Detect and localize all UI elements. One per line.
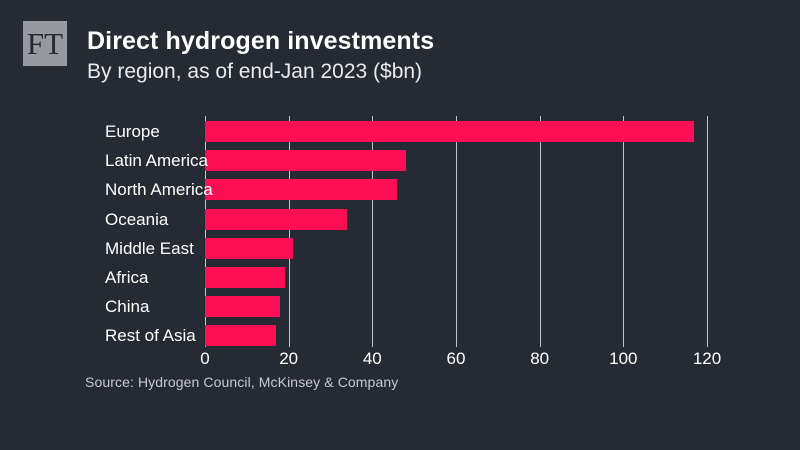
category-label-china: China xyxy=(105,297,150,317)
x-tick-label-60: 60 xyxy=(446,349,466,368)
category-label-latin-america: Latin America xyxy=(105,151,208,171)
x-tick-label-0: 0 xyxy=(200,349,210,368)
bar-rest-of-asia xyxy=(205,325,277,347)
category-label-north-america: North America xyxy=(105,180,213,200)
category-label-rest-of-asia: Rest of Asia xyxy=(105,326,196,346)
bar-latin-america xyxy=(205,150,406,172)
bar-north-america xyxy=(205,179,398,201)
category-label-middle-east: Middle East xyxy=(105,238,194,258)
bar-middle-east xyxy=(205,237,293,259)
gridline-40 xyxy=(372,116,374,347)
gridline-120 xyxy=(707,116,708,347)
x-tick-label-20: 20 xyxy=(279,349,299,368)
x-tick-label-80: 80 xyxy=(530,349,550,368)
chart-subtitle: By region, as of end-Jan 2023 ($bn) xyxy=(87,60,423,83)
gridline-80 xyxy=(539,116,541,347)
x-tick-label-120: 120 xyxy=(692,349,722,368)
ft-logo: FT xyxy=(23,21,67,66)
category-label-africa: Africa xyxy=(105,268,149,287)
category-label-europe: Europe xyxy=(105,122,160,141)
bar-africa xyxy=(205,267,285,288)
gridline-60 xyxy=(456,116,457,347)
x-tick-label-40: 40 xyxy=(362,349,382,368)
bar-europe xyxy=(205,121,695,142)
bar-china xyxy=(205,296,281,318)
ft-logo-text: FT xyxy=(26,26,64,61)
gridline-20 xyxy=(288,116,290,347)
x-tick-label-100: 100 xyxy=(609,349,638,368)
chart-title: Direct hydrogen investments xyxy=(87,27,435,55)
plot-area xyxy=(205,116,708,347)
bar-oceania xyxy=(205,208,348,230)
gridline-0 xyxy=(205,116,206,347)
category-label-oceania: Oceania xyxy=(105,209,169,229)
source-note: Source: Hydrogen Council, McKinsey & Com… xyxy=(85,374,399,390)
gridline-100 xyxy=(623,116,625,347)
